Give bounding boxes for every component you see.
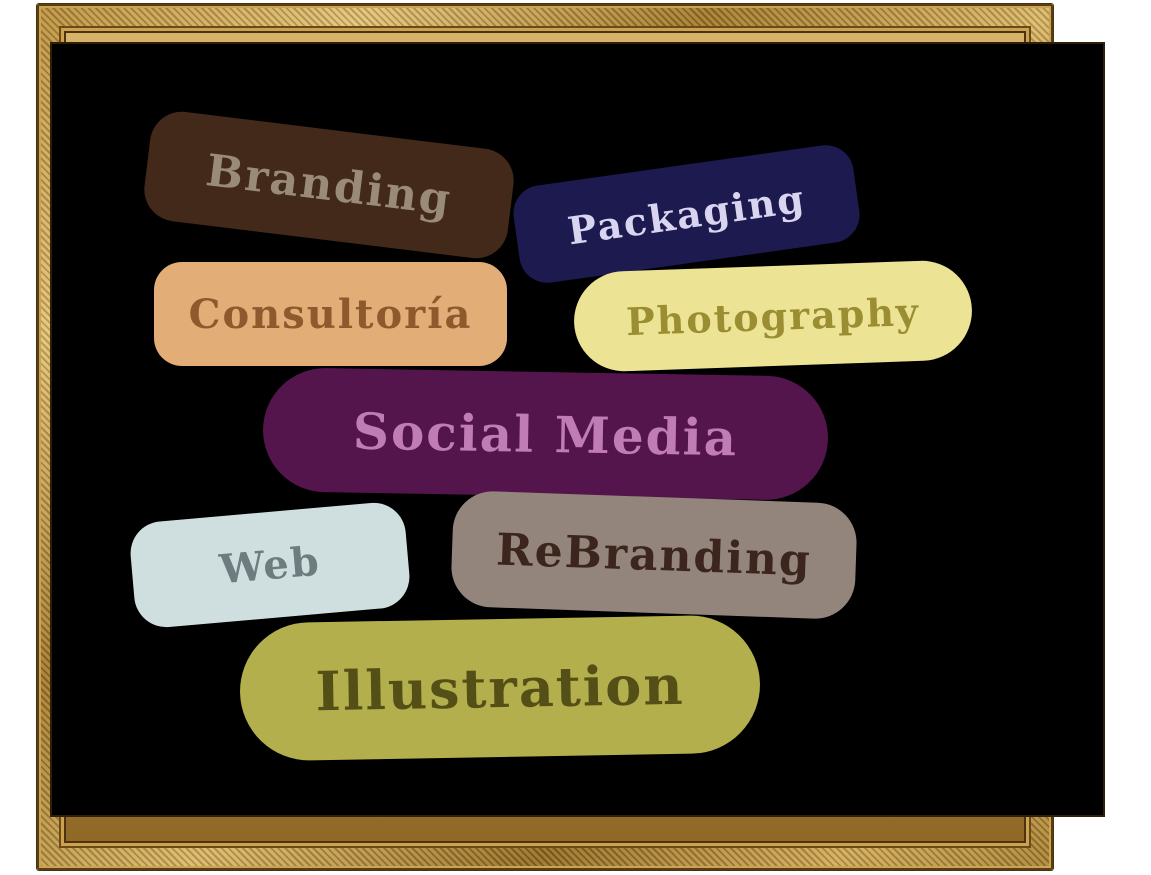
- tag-social-media: Social Media: [261, 367, 830, 501]
- tag-photography-label: Photography: [625, 288, 921, 344]
- tag-illustration: Illustration: [238, 614, 762, 762]
- tag-packaging-label: Packaging: [564, 175, 809, 253]
- tag-web-label: Web: [217, 537, 323, 593]
- tag-photography: Photography: [572, 259, 974, 373]
- tag-social-media-label: Social Media: [352, 401, 739, 467]
- tag-branding-label: Branding: [203, 144, 455, 226]
- tag-rebranding-label: ReBranding: [495, 524, 813, 586]
- tag-illustration-label: Illustration: [314, 652, 686, 724]
- tag-consultoria-label: Consultoría: [188, 290, 473, 338]
- tag-rebranding: ReBranding: [450, 489, 858, 621]
- tag-consultoria: Consultoría: [154, 262, 507, 366]
